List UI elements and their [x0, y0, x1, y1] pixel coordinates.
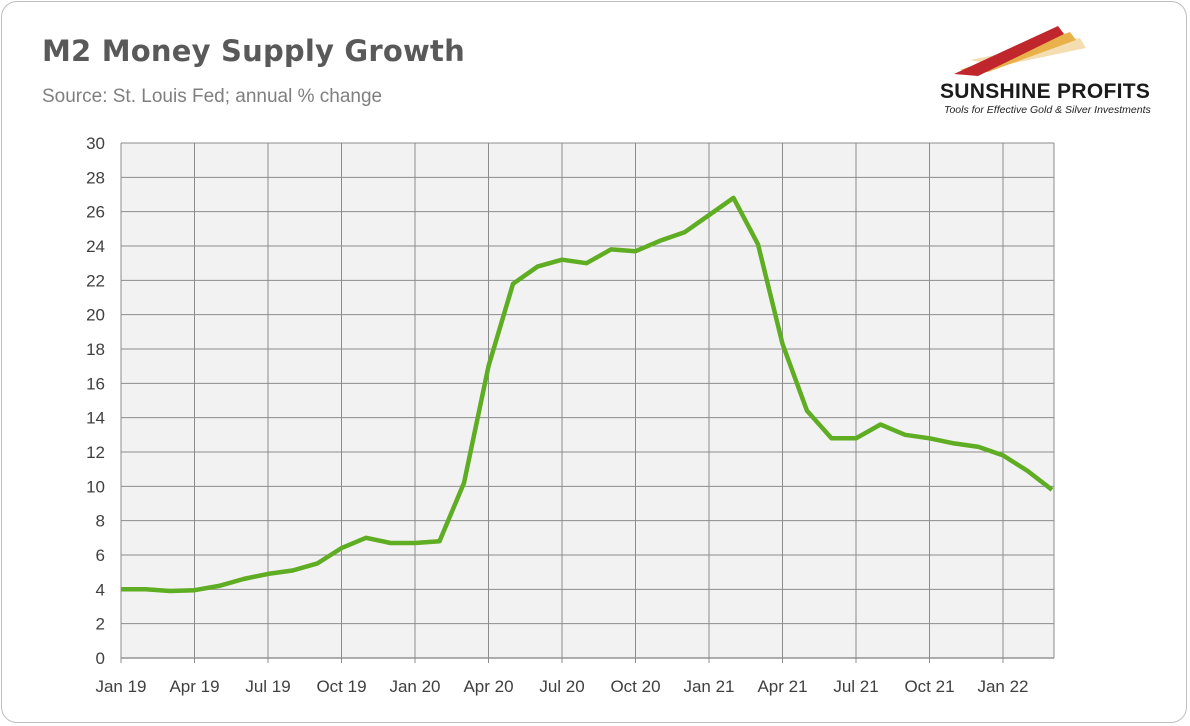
x-tick-label: Jan 19 — [95, 677, 146, 696]
logo-name: SUNSHINE PROFITS — [940, 80, 1151, 103]
y-tick-label: 22 — [86, 271, 105, 290]
x-tick-label: Jan 22 — [977, 677, 1028, 696]
chart-subtitle: Source: St. Louis Fed; annual % change — [42, 86, 383, 107]
x-tick-label: Apr 19 — [169, 677, 219, 696]
y-tick-label: 10 — [86, 477, 105, 496]
y-tick-label: 6 — [96, 546, 105, 565]
x-tick-label: Jan 20 — [389, 677, 440, 696]
y-tick-label: 12 — [86, 443, 105, 462]
sunshine-profits-logo: SUNSHINE PROFITS Tools for Effective Gol… — [930, 18, 1170, 118]
series-group — [121, 195, 1054, 594]
x-tick-label: Jul 20 — [539, 677, 584, 696]
x-tick-label: Oct 20 — [610, 677, 660, 696]
logo-swoosh-icon — [954, 26, 1086, 76]
plot-area — [121, 143, 1054, 658]
gridlines — [120, 142, 1055, 663]
x-axis-ticks: Jan 19 Apr 19 Jul 19 Oct 19 Jan 20 Apr 20 Jul … — [95, 677, 1028, 696]
x-tick-label: Oct 19 — [316, 677, 366, 696]
y-tick-label: 30 — [86, 134, 105, 153]
y-tick-label: 8 — [96, 512, 105, 531]
y-tick-label: 18 — [86, 340, 105, 359]
y-tick-label: 28 — [86, 168, 105, 187]
logo-tagline: Tools for Effective Gold & Silver Invest… — [944, 104, 1151, 116]
series-line-m2-growth — [121, 195, 1054, 594]
y-tick-label: 14 — [86, 409, 105, 428]
x-tick-label: Jul 21 — [833, 677, 878, 696]
y-tick-label: 4 — [96, 580, 105, 599]
y-tick-label: 2 — [96, 615, 105, 634]
x-tick-label: Oct 21 — [904, 677, 954, 696]
y-tick-label: 0 — [96, 649, 105, 668]
y-tick-label: 26 — [86, 203, 105, 222]
x-tick-label: Apr 20 — [463, 677, 513, 696]
x-tick-label: Jul 19 — [245, 677, 290, 696]
y-tick-label: 24 — [86, 237, 105, 256]
chart-title: M2 Money Supply Growth — [42, 34, 465, 68]
x-tick-label: Jan 21 — [683, 677, 734, 696]
y-tick-label: 16 — [86, 374, 105, 393]
y-tick-label: 20 — [86, 306, 105, 325]
x-tick-label: Apr 21 — [757, 677, 807, 696]
